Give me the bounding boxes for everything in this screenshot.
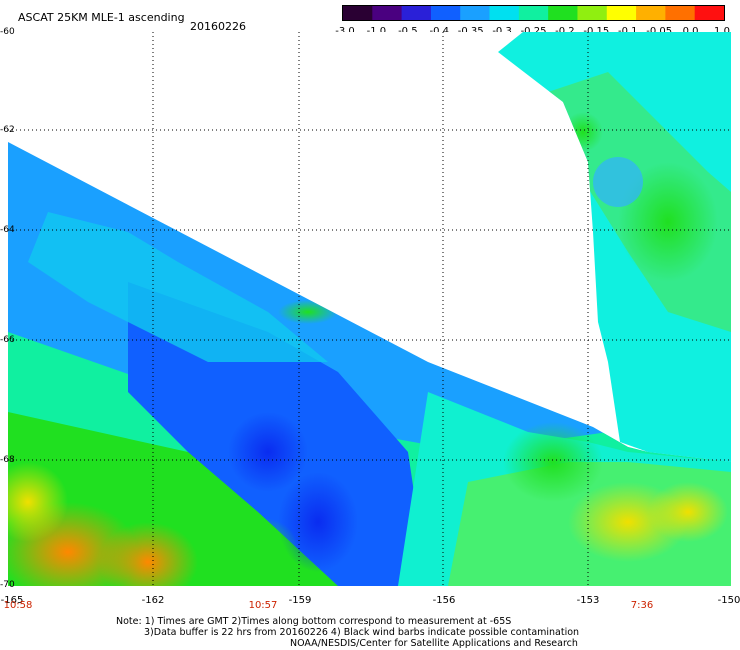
product-title: ASCAT 25KM MLE-1 ascending [18, 11, 185, 24]
date-label: 20160226 [190, 20, 246, 33]
x-tick-label: -159 [288, 595, 312, 606]
x-tick-label: -150 [717, 595, 740, 606]
colorbar-label: -0.35 [458, 26, 484, 37]
y-tick-label: -60 [0, 27, 15, 37]
x-tick-label: -165 [0, 595, 24, 606]
x-tick-label: -156 [432, 595, 456, 606]
note-line-1: Note: 1) Times are GMT 2)Times along bot… [116, 616, 512, 627]
colorbar-label: -3.0 [335, 26, 355, 37]
colorbar-label: -1.0 [367, 26, 387, 37]
colorbar [342, 5, 725, 21]
grid-lines [8, 32, 731, 586]
y-tick-label: -66 [0, 335, 15, 345]
colorbar-segment [460, 6, 491, 20]
time-label: 7:36 [630, 600, 654, 611]
colorbar-segment [577, 6, 608, 20]
y-tick-label: -62 [0, 125, 15, 135]
colorbar-label: -0.05 [646, 26, 672, 37]
colorbar-label: -0.4 [429, 26, 449, 37]
colorbar-segment [665, 6, 696, 20]
y-tick-label: -64 [0, 225, 15, 235]
colorbar-segment [636, 6, 666, 20]
x-tick-label: -162 [141, 595, 165, 606]
colorbar-label: -0.3 [492, 26, 512, 37]
colorbar-segment [694, 6, 724, 20]
colorbar-segment [430, 6, 461, 20]
colorbar-segment [401, 6, 432, 20]
time-label: 10:57 [248, 600, 278, 611]
colorbar-label: 1.0 [714, 26, 730, 37]
colorbar-segment [518, 6, 549, 20]
colorbar-label: -0.15 [583, 26, 609, 37]
y-tick-label: -70 [0, 580, 15, 590]
colorbar-label: -0.1 [618, 26, 638, 37]
colorbar-label: -0.2 [555, 26, 575, 37]
x-tick-label: -153 [576, 595, 600, 606]
colorbar-segment [372, 6, 403, 20]
swath-map [8, 32, 731, 586]
note-line-2: 3)Data buffer is 22 hrs from 20160226 4)… [144, 627, 580, 638]
colorbar-label: -0.5 [398, 26, 418, 37]
note-line-3: NOAA/NESDIS/Center for Satellite Applica… [290, 638, 578, 649]
colorbar-segment [489, 6, 520, 20]
colorbar-label: 0.0 [683, 26, 699, 37]
y-tick-label: -68 [0, 455, 15, 465]
colorbar-segment [548, 6, 578, 20]
colorbar-segment [343, 6, 373, 20]
time-label: 10:58 [3, 600, 33, 611]
colorbar-segment [606, 6, 637, 20]
colorbar-label: -0.25 [521, 26, 547, 37]
